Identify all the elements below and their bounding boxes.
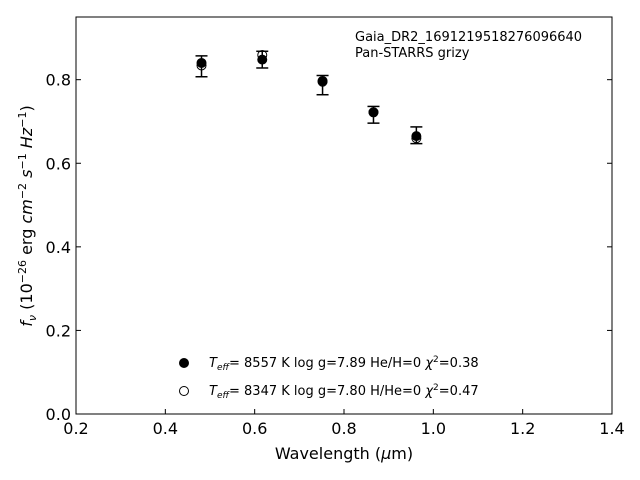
x-axis-ticks: 0.2 0.4 0.6 0.8 1.0 1.2 1.4: [63, 409, 625, 438]
y-tick-label: 0.2: [46, 321, 71, 340]
data-points: [196, 50, 422, 144]
error-bars: [195, 50, 423, 145]
model-point-open: [257, 50, 268, 61]
y-tick-label: 0.6: [46, 154, 71, 173]
model-point-filled: [411, 131, 422, 142]
x-tick-label: 1.2: [510, 419, 535, 438]
model-point-filled: [196, 57, 207, 68]
x-tick-label: 1.0: [421, 419, 446, 438]
y-axis-label: fν (10−26 erg cm−2 s−1 Hz−1): [16, 105, 39, 326]
legend-entry-filled: Teff= 8557 K log g=7.89 He/H=0 χ2=0.38: [209, 355, 479, 373]
model-point-filled: [317, 75, 328, 86]
legend-marker-filled: [179, 358, 189, 368]
y-tick-label: 0.0: [46, 405, 71, 424]
x-tick-label: 0.6: [242, 419, 267, 438]
model-point-open: [196, 60, 207, 71]
y-tick-label: 0.4: [46, 238, 71, 257]
x-tick-label: 0.2: [63, 419, 88, 438]
y-axis-ticks: 0.0 0.2 0.4 0.6 0.8: [46, 71, 612, 424]
legend-marker-open: [179, 386, 189, 396]
y-tick-label: 0.8: [46, 71, 71, 90]
x-tick-label: 1.4: [599, 419, 624, 438]
annotation-object-id: Gaia_DR2_1691219518276096640: [355, 30, 582, 45]
annotation-survey: Pan-STARRS grizy: [355, 46, 470, 61]
legend: Teff= 8557 K log g=7.89 He/H=0 χ2=0.38 T…: [179, 355, 479, 401]
model-point-open: [317, 76, 328, 87]
legend-entry-open: Teff= 8347 K log g=7.80 H/He=0 χ2=0.47: [209, 383, 479, 401]
x-tick-label: 0.8: [331, 419, 356, 438]
plot-frame: [75, 16, 613, 415]
model-point-open: [368, 107, 379, 118]
x-axis-label: Wavelength (μm): [275, 444, 413, 463]
model-point-open: [411, 133, 422, 144]
x-tick-label: 0.4: [153, 419, 178, 438]
